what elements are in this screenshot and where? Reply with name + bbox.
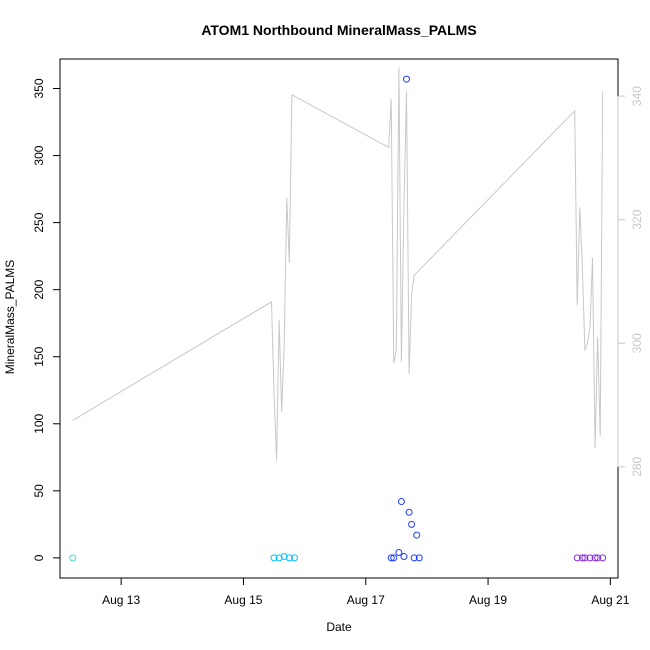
points-layer (69, 75, 607, 562)
data-point (270, 554, 278, 562)
x-tick-label: Aug 15 (224, 593, 262, 607)
series-line (72, 67, 604, 461)
data-point (387, 554, 395, 562)
y-tick-label: 200 (32, 279, 46, 299)
data-point (578, 554, 586, 562)
data-point (403, 75, 411, 83)
data-point (586, 554, 594, 562)
data-point (408, 520, 416, 528)
y-tick-label: 0 (32, 554, 46, 561)
data-point (591, 554, 599, 562)
y-axis-label: MineralMass_PALMS (3, 260, 17, 374)
y-tick-label: 100 (32, 413, 46, 433)
plot-frame (59, 58, 619, 579)
data-point (285, 554, 293, 562)
data-point (410, 554, 418, 562)
data-point (581, 554, 589, 562)
x-tick-label: Aug 19 (469, 593, 507, 607)
data-point (290, 554, 298, 562)
y2-tick-label: 300 (630, 333, 644, 353)
y2-tick-label: 320 (630, 209, 644, 229)
x-tick-label: Aug 13 (102, 593, 140, 607)
data-point (573, 554, 581, 562)
data-point (594, 554, 602, 562)
y2-axis: 280 300 320 340 (617, 86, 644, 477)
chart-title: ATOM1 Northbound MineralMass_PALMS (201, 22, 476, 38)
x-axis-label: Date (326, 620, 352, 634)
y-axis: 0 50 100 150 200 250 300 350 (32, 78, 61, 561)
data-point (599, 554, 607, 562)
y-tick-label: 300 (32, 145, 46, 165)
data-point (280, 553, 288, 561)
y-tick-label: 50 (32, 484, 46, 498)
x-tick-label: Aug 21 (591, 593, 629, 607)
x-axis: Aug 13 Aug 15 Aug 17 Aug 19 Aug 21 (102, 577, 630, 607)
y2-tick-label: 340 (630, 86, 644, 106)
x-tick-label: Aug 17 (347, 593, 385, 607)
y-tick-label: 350 (32, 78, 46, 98)
data-point (400, 553, 408, 561)
data-point (405, 508, 413, 516)
y-tick-label: 250 (32, 212, 46, 232)
data-point (415, 554, 423, 562)
right-line-layer (72, 67, 604, 461)
y2-tick-label: 280 (630, 456, 644, 476)
data-point (395, 549, 403, 557)
data-point (390, 554, 398, 562)
y-tick-label: 150 (32, 346, 46, 366)
data-point (275, 554, 283, 562)
data-point (69, 554, 77, 562)
data-point (413, 531, 421, 539)
data-point (397, 498, 405, 506)
